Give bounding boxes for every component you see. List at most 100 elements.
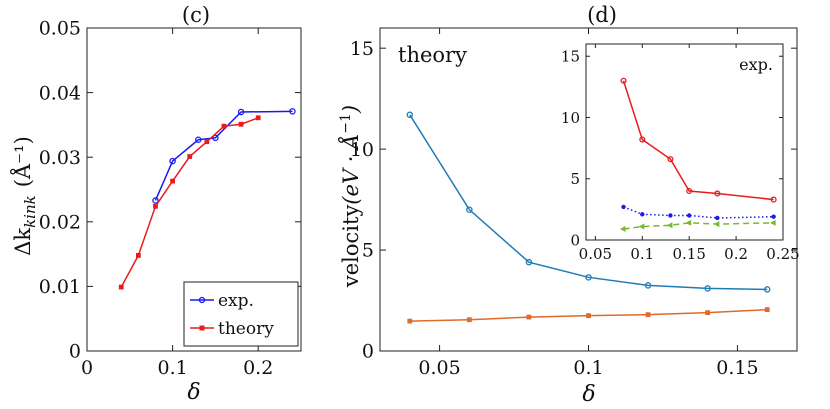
data-point-exp-red xyxy=(620,77,627,84)
panel-d-ylabel: velocity(eV · Å−1) xyxy=(338,105,363,288)
data-point-exp-red xyxy=(770,196,777,203)
chart2-ytick-label: 15 xyxy=(561,48,580,66)
chart0-ytick-label: 0.05 xyxy=(39,18,81,40)
data-point-exp-blue xyxy=(668,213,673,218)
series-line-exp-green xyxy=(623,222,774,230)
panel-c: (c) 0 0.01 0.02 0.03 0.04 0.05 0 0.1 0.2 Δkkink (… xyxy=(10,3,302,405)
series-line-theory-upper xyxy=(409,114,768,291)
panel-d-annotation: theory xyxy=(398,43,467,67)
panel-c-ylabel-sub: kink xyxy=(21,195,39,228)
chart0-ytick-label: 0 xyxy=(69,341,81,363)
panel-d-ylabel-unit-exp: −1 xyxy=(338,113,354,134)
panel-c-xlabel: δ xyxy=(187,380,200,405)
data-point-theory-upper xyxy=(763,286,771,293)
chart1-ytick-label: 15 xyxy=(350,38,374,60)
data-point-theory xyxy=(221,123,227,129)
data-point-theory-upper xyxy=(585,274,592,281)
legend-box xyxy=(183,281,299,347)
data-point-exp-blue xyxy=(715,215,720,221)
data-point-theory-upper xyxy=(644,282,652,289)
chart2-xtick-label: 0.25 xyxy=(766,245,799,263)
data-point-theory-lower xyxy=(526,314,532,320)
series-line-exp. xyxy=(154,110,293,201)
data-point-theory-lower xyxy=(407,318,413,324)
chart0-ytick-label: 0.01 xyxy=(39,276,81,298)
data-point-exp. xyxy=(152,197,159,204)
data-point-exp-blue xyxy=(621,204,626,210)
chart2-ytick-label: 10 xyxy=(561,109,580,127)
data-point-exp-blue xyxy=(640,212,645,217)
data-point-theory-lower xyxy=(764,307,770,313)
chart2-xtick-label: 0.05 xyxy=(579,245,612,263)
panel-c-axes-box xyxy=(86,27,302,352)
chart2-xtick-label: 0.15 xyxy=(672,245,705,263)
data-point-exp-red xyxy=(714,190,721,197)
data-point-exp-blue xyxy=(686,213,692,218)
data-point-exp-red xyxy=(686,187,693,195)
panel-d-ylabel-unit-open: (eV · xyxy=(339,149,363,205)
series-line-exp-red xyxy=(622,80,774,201)
data-point-exp-red xyxy=(639,136,646,143)
data-point-exp. xyxy=(237,108,245,116)
chart0-ytick-label: 0.02 xyxy=(39,211,81,233)
panel-d-ylabel-text: velocity xyxy=(339,205,363,289)
chart1-xtick-label: 0.15 xyxy=(716,357,758,379)
data-point-exp-green xyxy=(666,222,673,229)
data-point-exp-green xyxy=(620,225,626,232)
inset-annotation: exp. xyxy=(739,55,773,74)
data-point-theory xyxy=(204,139,210,145)
chart1-xtick-label: 0.1 xyxy=(573,357,603,379)
chart0-ytick-label: 0.03 xyxy=(39,147,81,169)
chart0-xtick-label: 0.2 xyxy=(243,357,273,379)
data-point-exp-blue xyxy=(771,214,776,219)
chart1-xtick-label: 0.05 xyxy=(418,357,460,379)
data-point-theory-upper xyxy=(704,285,711,292)
chart1-ytick-label: 5 xyxy=(362,240,374,262)
data-point-theory-upper xyxy=(406,111,414,119)
legend-theory-label: theory xyxy=(218,319,274,339)
data-point-exp. xyxy=(195,136,202,144)
chart0-xtick-label: 0 xyxy=(81,357,93,379)
data-point-theory xyxy=(135,252,141,258)
data-point-theory xyxy=(187,154,193,159)
data-point-exp-green xyxy=(685,219,692,226)
panel-d-inset: exp. 0 5 10 15 0.05 0.1 0.15 0.2 0.25 xyxy=(561,43,800,263)
panel-c-title: (c) xyxy=(182,3,210,27)
chart2-xtick-label: 0.1 xyxy=(630,245,654,263)
chart0-xtick-label: 0.1 xyxy=(157,357,187,379)
data-point-exp-red xyxy=(667,156,674,163)
data-point-exp-green xyxy=(713,221,720,228)
legend-exp-marker xyxy=(198,296,206,304)
chart2-xtick-label: 0.2 xyxy=(724,245,748,263)
legend-exp-label: exp. xyxy=(218,291,254,311)
panel-d-ylabel-unit-close: ) xyxy=(339,105,363,114)
series-line-exp-blue xyxy=(623,206,774,219)
data-point-exp. xyxy=(212,134,219,142)
data-point-theory-upper xyxy=(466,206,473,213)
data-point-theory-lower xyxy=(645,312,651,318)
panel-d-xlabel: δ xyxy=(582,382,595,407)
data-point-theory-lower xyxy=(586,313,591,319)
data-point-theory-lower xyxy=(705,310,711,316)
data-point-theory-upper xyxy=(525,258,533,266)
data-point-theory xyxy=(118,284,124,290)
chart0-ytick-label: 0.04 xyxy=(39,82,81,104)
chart2-ytick-label: 5 xyxy=(570,170,580,188)
data-point-exp. xyxy=(289,108,296,115)
panel-c-ylabel-unit: (Å⁻¹) xyxy=(10,136,35,187)
data-point-theory-lower xyxy=(466,317,472,323)
panel-c-ylabel: Δkkink (Å⁻¹) xyxy=(10,136,39,256)
chart2-ytick-label: 0 xyxy=(570,231,580,249)
panel-c-ylabel-main: Δk xyxy=(11,228,35,256)
panel-d-ylabel-unit-a: Å xyxy=(338,134,363,152)
data-point-exp. xyxy=(169,157,176,165)
data-point-theory xyxy=(238,121,244,127)
series-line-theory xyxy=(120,117,259,288)
panel-c-legend: exp. theory xyxy=(183,281,299,347)
legend-theory-marker xyxy=(199,325,205,331)
chart1-ytick-label: 10 xyxy=(350,139,374,161)
data-point-theory xyxy=(255,115,261,121)
data-point-exp-green xyxy=(638,223,645,230)
